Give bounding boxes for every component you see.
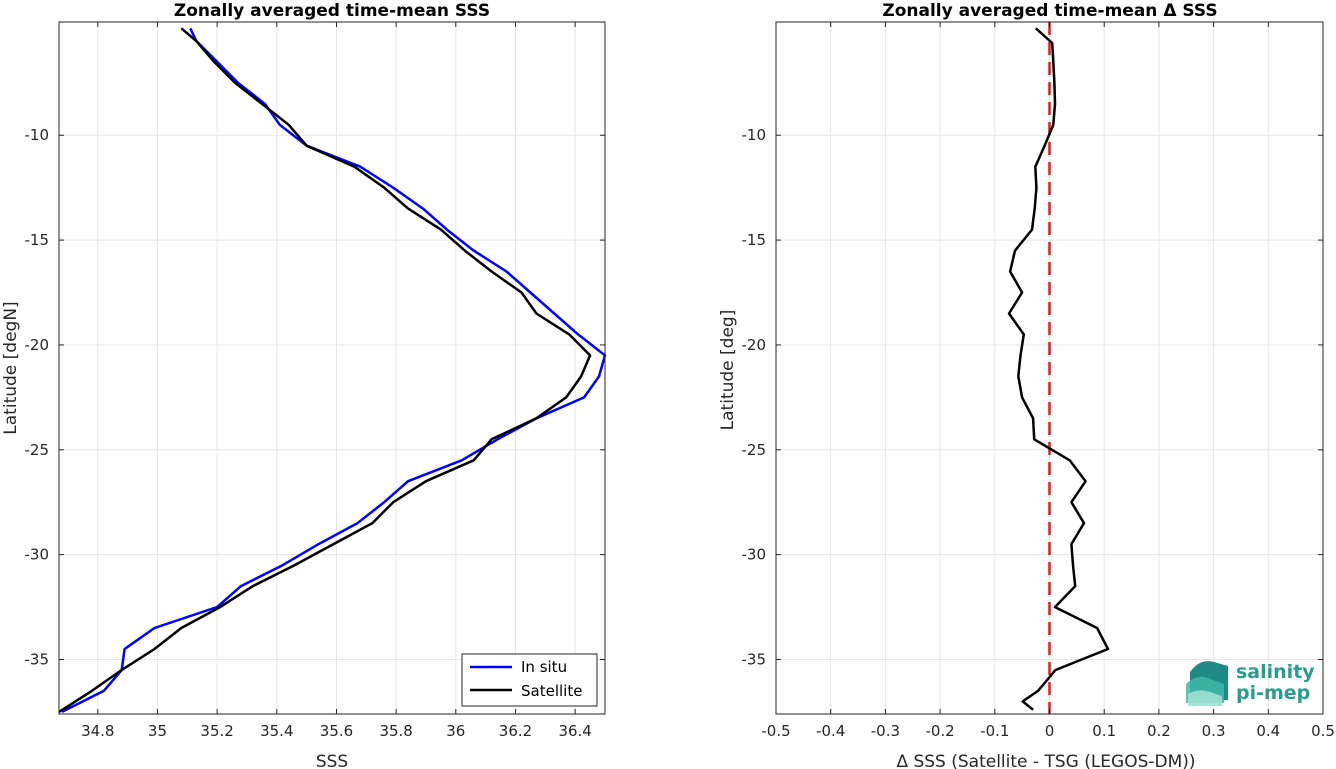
legend-box [461,653,598,707]
y-tick-label: -15 [25,231,50,249]
x-tick-label: 35 [148,722,167,740]
right-ylabel: Latitude [deg] [718,310,738,431]
y-tick-label: -20 [742,336,767,354]
x-tick-label: -0.4 [816,722,845,740]
x-tick-label: 0.1 [1092,722,1116,740]
legend-label-in-situ: In situ [521,658,567,676]
x-tick-label: 34.8 [81,722,114,740]
y-tick-label: -10 [742,126,767,144]
left-ticks: 34.8 35 35.2 35.4 35.6 35.8 36 36.2 36.4 -10 -15 -2… [25,22,605,740]
right-title: Zonally averaged time-mean Δ SSS [882,1,1217,21]
right-xlabel: Δ SSS (Satellite - TSG (LEGOS-DM)) [896,752,1195,769]
x-tick-label: -0.3 [871,722,900,740]
logo-wave-front-icon [1188,690,1222,706]
left-xlabel: SSS [316,752,348,769]
x-tick-label: 0 [1045,722,1055,740]
x-tick-label: 36.2 [499,722,532,740]
logo-text-pi-mep: pi-mep [1236,682,1310,704]
y-tick-label: -10 [25,126,50,144]
x-tick-label: 35.2 [200,722,233,740]
y-tick-label: -20 [25,336,50,354]
x-tick-label: 36.4 [558,722,591,740]
series-line-delta-sss [1007,27,1110,711]
y-tick-label: -25 [25,441,50,459]
right-series [1007,27,1110,711]
legend-label-satellite: Satellite [521,682,582,700]
x-tick-label: 0.4 [1256,722,1280,740]
left-grid [59,22,605,714]
right-panel-delta-sss: -0.5 -0.4 -0.3 -0.2 -0.1 0 0.1 0.2 0.3 0.4 0.5 -10 -… [718,1,1335,769]
left-plot-area [59,22,605,714]
x-tick-label: -0.1 [980,722,1009,740]
x-tick-label: -0.2 [925,722,954,740]
left-axes-box [58,21,606,715]
y-tick-label: -25 [742,441,767,459]
y-tick-label: -35 [742,650,767,668]
right-ticks: -0.5 -0.4 -0.3 -0.2 -0.1 0 0.1 0.2 0.3 0.4 0.5 -10 -… [742,22,1335,740]
x-tick-label: 35.6 [320,722,353,740]
y-tick-label: -30 [25,546,50,564]
left-ylabel: Latitude [degN] [1,301,21,434]
x-tick-label: 35.8 [379,722,412,740]
logo-text-salinity: salinity [1236,661,1315,683]
legend: In situ Satellite [461,653,598,707]
x-tick-label: 36 [446,722,465,740]
salinity-pi-mep-logo: salinity pi-mep [1186,661,1315,706]
x-tick-label: 35.4 [260,722,293,740]
x-tick-label: 0.2 [1147,722,1171,740]
y-tick-label: -30 [742,546,767,564]
y-tick-label: -15 [742,231,767,249]
x-tick-label: 0.5 [1311,722,1335,740]
x-tick-label: 0.3 [1202,722,1226,740]
left-series [58,27,607,714]
left-panel-sss: 34.8 35 35.2 35.4 35.6 35.8 36 36.2 36.4 -10 -15 -2… [1,1,607,769]
left-title: Zonally averaged time-mean SSS [174,1,490,21]
series-line-in-situ [61,27,607,714]
y-tick-label: -35 [25,650,50,668]
series-line-satellite [58,27,592,713]
x-tick-label: -0.5 [761,722,790,740]
